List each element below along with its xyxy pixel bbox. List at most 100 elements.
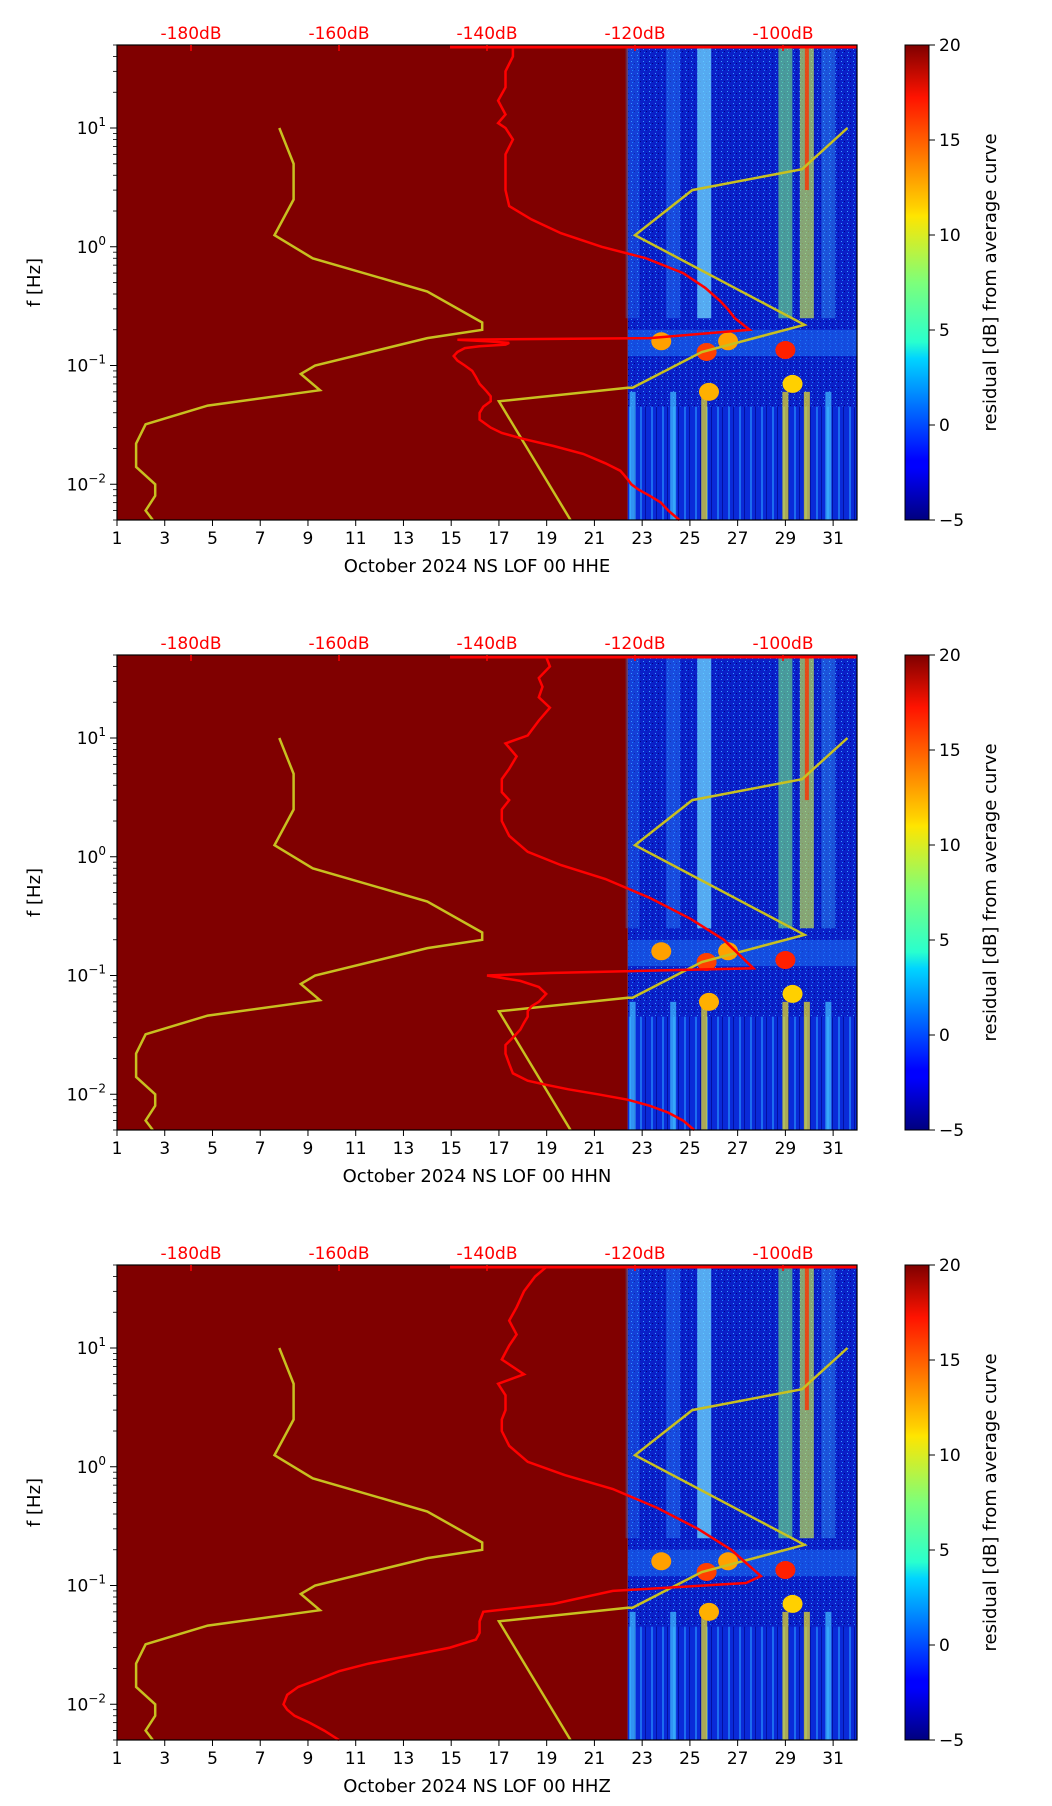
y-axis-label: f [Hz] <box>24 1478 45 1527</box>
x-tick-label: 1 <box>112 1139 123 1159</box>
x-tick-label: 15 <box>440 1749 462 1769</box>
storm-band-low <box>825 1611 832 1740</box>
x-tick-label: 17 <box>488 529 510 549</box>
top-db-tick-label: -180dB <box>160 634 221 654</box>
x-tick-label: 13 <box>393 1139 415 1159</box>
storm-band-low <box>803 1001 810 1130</box>
y-tick-label: 10−2 <box>67 471 106 495</box>
storm-band <box>821 655 836 929</box>
top-db-tick-label: -140dB <box>456 1244 517 1264</box>
x-tick-label: 5 <box>207 1749 218 1769</box>
x-tick-label: 21 <box>584 529 606 549</box>
spectrogram-low-freq-band <box>627 1626 857 1740</box>
y-tick-exponent: 0 <box>98 234 106 248</box>
y-tick-base: 10 <box>67 1577 89 1597</box>
x-tick-label: 25 <box>679 1139 701 1159</box>
storm-band-low <box>803 1611 810 1740</box>
storm-band <box>697 45 712 319</box>
colorbar-tick-label: 0 <box>939 1026 950 1046</box>
colorbar-label: residual [dB] from average curve <box>980 133 1001 431</box>
top-db-tick-label: -140dB <box>456 634 517 654</box>
spectral-peak <box>782 374 803 393</box>
storm-band <box>666 1265 681 1539</box>
colorbar <box>904 44 930 521</box>
x-tick-label: 29 <box>775 1749 797 1769</box>
top-db-tick-label: -180dB <box>160 24 221 44</box>
y-tick-exponent: −1 <box>88 963 106 977</box>
spectral-peak <box>775 1561 796 1580</box>
x-axis-label: October 2024 NS LOF 00 HHE <box>344 556 611 577</box>
x-tick-label: 31 <box>822 529 844 549</box>
y-tick-label: 101 <box>77 115 106 139</box>
spectrogram-low-freq-band <box>627 406 857 520</box>
y-tick-label: 100 <box>77 844 106 868</box>
storm-band-low <box>701 1001 708 1130</box>
storm-band <box>697 1265 712 1539</box>
x-tick-label: 19 <box>536 1139 558 1159</box>
storm-band-low <box>629 1611 636 1740</box>
y-tick-base: 10 <box>77 1339 99 1359</box>
y-tick-label: 101 <box>77 1335 106 1359</box>
y-tick-exponent: 1 <box>98 1335 106 1349</box>
x-tick-label: 17 <box>488 1139 510 1159</box>
y-tick-base: 10 <box>77 729 99 749</box>
x-tick-label: 23 <box>631 1139 653 1159</box>
storm-band <box>697 655 712 929</box>
spectral-peak <box>699 992 719 1011</box>
y-tick-exponent: −1 <box>88 1573 106 1587</box>
colorbar-tick-label: 10 <box>939 226 961 246</box>
colorbar-tick-label: 20 <box>939 1256 961 1276</box>
x-tick-label: 25 <box>679 1749 701 1769</box>
average-psd-curve <box>452 47 753 521</box>
model-curve-high <box>496 1347 849 1741</box>
y-tick-label: 10−1 <box>67 963 106 987</box>
x-tick-label: 23 <box>631 529 653 549</box>
x-tick-label: 29 <box>775 529 797 549</box>
average-psd-curve <box>282 1266 764 1742</box>
colorbar-tick-label: 15 <box>939 131 961 151</box>
y-tick-base: 10 <box>67 475 89 495</box>
storm-band-low <box>803 391 810 520</box>
colorbar-tick-label: 5 <box>939 1541 950 1561</box>
model-curve-low <box>134 1347 484 1741</box>
average-psd-curve <box>486 656 757 1131</box>
storm-band <box>625 655 640 929</box>
storm-band <box>778 1265 793 1539</box>
colorbar-tick-label: 15 <box>939 1351 961 1371</box>
storm-band <box>625 1265 640 1539</box>
storm-band-low <box>782 391 789 520</box>
x-tick-label: 11 <box>345 1749 367 1769</box>
sustained-signal <box>804 45 809 191</box>
colorbar-tick-label: −5 <box>939 1121 964 1141</box>
colorbar-tick-label: 20 <box>939 646 961 666</box>
top-db-tick-label: -100dB <box>752 1244 813 1264</box>
y-tick-label: 10−1 <box>67 353 106 377</box>
y-tick-base: 10 <box>77 848 99 868</box>
x-tick-label: 25 <box>679 529 701 549</box>
storm-band-low <box>629 391 636 520</box>
model-curve-low <box>134 127 484 521</box>
top-db-tick-label: -160dB <box>308 24 369 44</box>
spectral-peak <box>651 332 672 351</box>
storm-band-low <box>782 1611 789 1740</box>
colorbar-tick-label: 10 <box>939 1446 961 1466</box>
x-axis-label: October 2024 NS LOF 00 HHN <box>343 1166 612 1187</box>
x-tick-label: 27 <box>727 1749 749 1769</box>
x-tick-label: 9 <box>303 1749 314 1769</box>
no-data-region <box>117 45 628 520</box>
x-tick-label: 31 <box>822 1139 844 1159</box>
x-tick-label: 5 <box>207 529 218 549</box>
y-tick-exponent: 1 <box>98 725 106 739</box>
y-tick-exponent: −2 <box>88 1081 106 1095</box>
x-tick-label: 7 <box>255 1139 266 1159</box>
colorbar-tick-label: 10 <box>939 836 961 856</box>
spectral-peak <box>699 1602 719 1621</box>
y-tick-base: 10 <box>67 357 89 377</box>
x-tick-label: 21 <box>584 1139 606 1159</box>
top-db-tick-label: -160dB <box>308 634 369 654</box>
colorbar-tick-label: −5 <box>939 1731 964 1751</box>
storm-band <box>666 655 681 929</box>
